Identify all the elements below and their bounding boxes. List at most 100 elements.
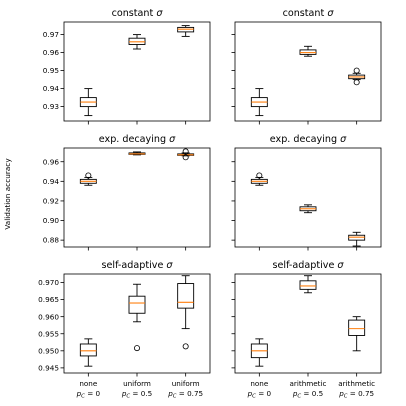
box-3 [348,231,366,247]
x-category-subscript: C [297,394,301,400]
panel-title: exp. decaying σ [99,134,176,145]
panel-4: exp. decaying σ [231,134,382,251]
panel-title-symbol: σ [337,260,344,271]
panel-title-symbol: σ [166,260,173,271]
box-2 [299,275,317,294]
panel-title-symbol: σ [156,8,163,19]
x-category-symbol: p [121,389,127,398]
box-2 [299,204,317,214]
box-3 [177,148,195,161]
x-category-sublabel: pC = 0.75 [338,389,374,400]
box-1 [250,338,268,367]
y-tick-label: 0.94 [43,84,60,93]
y-tick-label: 0.94 [43,177,60,186]
outlier-point [353,67,360,74]
box-3 [348,67,366,86]
panel-5: self-adaptive σ 0.945 0.950 0.955 0.960 0.965… [38,260,211,400]
x-category-value: = 0.5 [301,389,323,398]
x-category-label: uniform [123,379,151,388]
box-2 [299,45,317,57]
y-tick-label: 0.970 [38,278,59,287]
x-category-value: = 0.5 [130,389,152,398]
panel-2: constant σ [231,8,382,125]
x-category-value: = 0.75 [348,389,375,398]
outlier-point [182,148,189,155]
y-tick-label: 0.90 [43,216,60,225]
outlier-point [353,79,360,86]
outlier-point [182,154,189,161]
x-category-symbol: p [76,389,82,398]
box-1 [250,172,268,186]
y-tick-label: 0.97 [43,30,60,39]
y-tick-label: 0.93 [43,102,60,111]
x-category-sublabel: pC = 0.5 [292,389,323,400]
box-2 [128,283,146,352]
x-category-symbol: p [167,389,173,398]
box-1 [79,338,97,367]
panel-title-text: self-adaptive [273,260,338,271]
panel-title-text: constant [283,8,328,19]
x-category-symbol: p [338,389,344,398]
panel-title-text: self-adaptive [102,260,167,271]
x-category-value: = 0 [256,389,272,398]
x-category-label: arithmetic [338,379,375,388]
x-category-label: uniform [172,379,200,388]
x-category-symbol: p [292,389,298,398]
x-category-subscript: C [81,394,85,400]
box-3 [177,25,195,37]
panel-frame [234,147,382,248]
panel-frame [234,273,382,374]
panel-frame [234,21,382,122]
y-tick-label: 0.965 [38,295,59,304]
y-tick-label: 0.92 [43,197,59,206]
box-2 [128,151,146,156]
y-tick-label: 0.950 [38,346,59,355]
panel-title: exp. decaying σ [270,134,347,145]
box-1 [79,172,97,186]
box-body [177,283,195,309]
y-tick-label: 0.95 [43,66,59,75]
y-axis-label: Validation accuracy [3,158,12,230]
x-category-value: = 0 [85,389,101,398]
x-category-subscript: C [173,394,177,400]
x-category-label: none [79,379,98,388]
box-body [79,343,97,357]
x-category-value: = 0.75 [177,389,204,398]
box-3 [177,275,195,350]
box-body [299,280,317,290]
outlier-point [256,172,263,179]
box-body [348,319,366,336]
x-category-sublabel: pC = 0.5 [121,389,152,400]
panel-frame [63,21,211,122]
panel-title-symbol: σ [327,8,334,19]
panel-title: self-adaptive σ [273,260,345,271]
panel-frame [63,147,211,248]
x-category-subscript: C [344,394,348,400]
panel-title: self-adaptive σ [102,260,174,271]
box-1 [250,88,268,117]
panel-frame [63,273,211,374]
outlier-point [182,343,189,350]
box-2 [128,34,146,50]
x-category-subscript: C [126,394,130,400]
x-category-subscript: C [252,394,256,400]
x-category-sublabel: pC = 0 [76,389,101,400]
x-category-label: arithmetic [290,379,327,388]
y-tick-label: 0.96 [43,48,60,57]
panel-title-text: constant [112,8,157,19]
panel-title-text: exp. decaying [99,134,169,145]
panel-title: constant σ [283,8,335,19]
box-body [128,295,146,314]
x-category-symbol: p [247,389,253,398]
panel-title-symbol: σ [340,134,347,145]
panel-title: constant σ [112,8,164,19]
box-1 [79,88,97,117]
outlier-point [85,172,92,179]
y-tick-label: 0.955 [38,329,59,338]
outlier-point [133,345,140,352]
y-tick-label: 0.960 [38,312,59,321]
panel-title-text: exp. decaying [270,134,340,145]
panel-title-symbol: σ [169,134,176,145]
